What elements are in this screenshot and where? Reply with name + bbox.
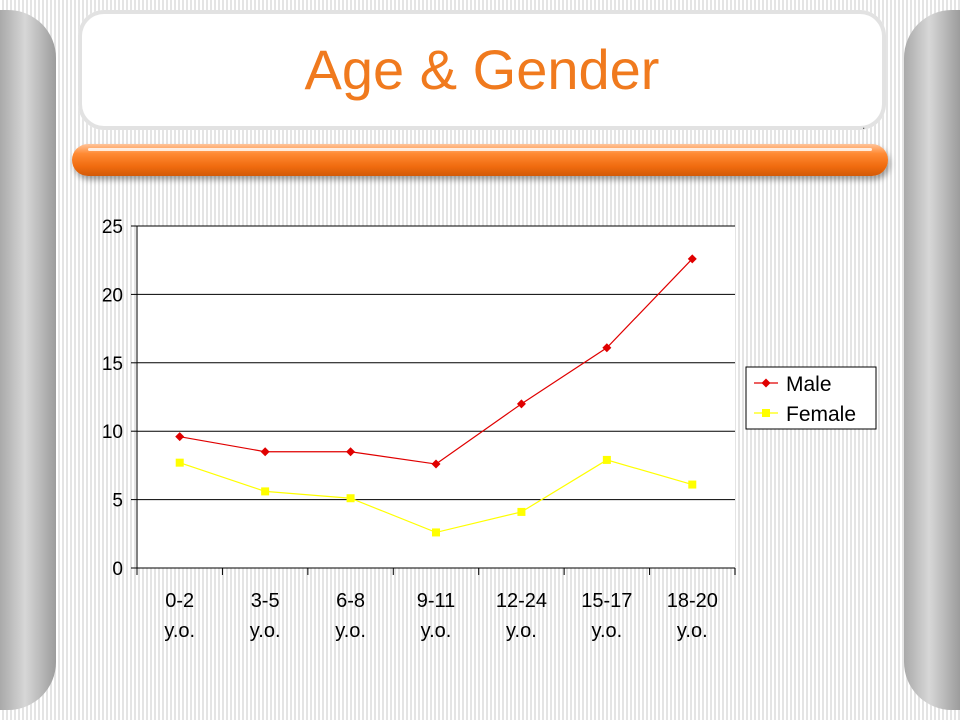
title-dot: . bbox=[862, 118, 866, 132]
x-category-label: 0-2 bbox=[165, 590, 194, 612]
x-category-label: 15-17 bbox=[581, 590, 632, 612]
x-category-label: y.o. bbox=[250, 620, 281, 642]
data-point-male bbox=[687, 254, 697, 264]
slide-title: Age & Gender bbox=[304, 38, 660, 101]
y-tick-label: 25 bbox=[102, 217, 123, 238]
legend-label-female: Female bbox=[786, 403, 856, 426]
data-point-female bbox=[346, 494, 355, 503]
x-category-label: y.o. bbox=[421, 620, 452, 642]
x-category-label: 3-5 bbox=[251, 590, 280, 612]
data-point-male bbox=[602, 343, 612, 353]
y-tick-label: 10 bbox=[102, 422, 123, 443]
x-category-label: y.o. bbox=[677, 620, 708, 642]
left-decorative-pillar bbox=[0, 10, 56, 710]
data-point-male bbox=[516, 399, 526, 409]
data-point-male bbox=[431, 459, 441, 469]
data-point-female bbox=[602, 455, 611, 464]
y-tick-label: 15 bbox=[102, 354, 123, 375]
right-decorative-pillar bbox=[904, 10, 960, 710]
x-category-label: y.o. bbox=[335, 620, 366, 642]
legend-marker-female bbox=[762, 409, 770, 417]
x-category-label: y.o. bbox=[506, 620, 537, 642]
data-point-female bbox=[688, 480, 697, 489]
x-category-label: 18-20 bbox=[667, 590, 718, 612]
data-point-female bbox=[261, 487, 270, 496]
data-point-female bbox=[432, 528, 440, 537]
data-point-male bbox=[175, 432, 185, 442]
x-category-label: 12-24 bbox=[496, 590, 547, 612]
legend-label-male: Male bbox=[786, 373, 832, 396]
legend-marker-male bbox=[761, 378, 771, 388]
x-category-label: 9-11 bbox=[417, 590, 456, 612]
title-panel bbox=[78, 10, 886, 130]
x-category-label: y.o. bbox=[591, 620, 622, 642]
x-category-label: 6-8 bbox=[336, 590, 365, 612]
data-point-female bbox=[517, 507, 526, 516]
x-category-label: y.o. bbox=[164, 620, 195, 642]
y-tick-label: 0 bbox=[112, 559, 123, 580]
legend-box bbox=[745, 366, 877, 430]
y-tick-label: 5 bbox=[112, 491, 123, 512]
plot-area bbox=[137, 226, 735, 568]
data-point-female bbox=[175, 458, 184, 467]
y-tick-label: 20 bbox=[102, 285, 123, 306]
accent-bar bbox=[72, 144, 888, 176]
data-point-male bbox=[260, 447, 270, 457]
data-point-male bbox=[346, 447, 356, 457]
